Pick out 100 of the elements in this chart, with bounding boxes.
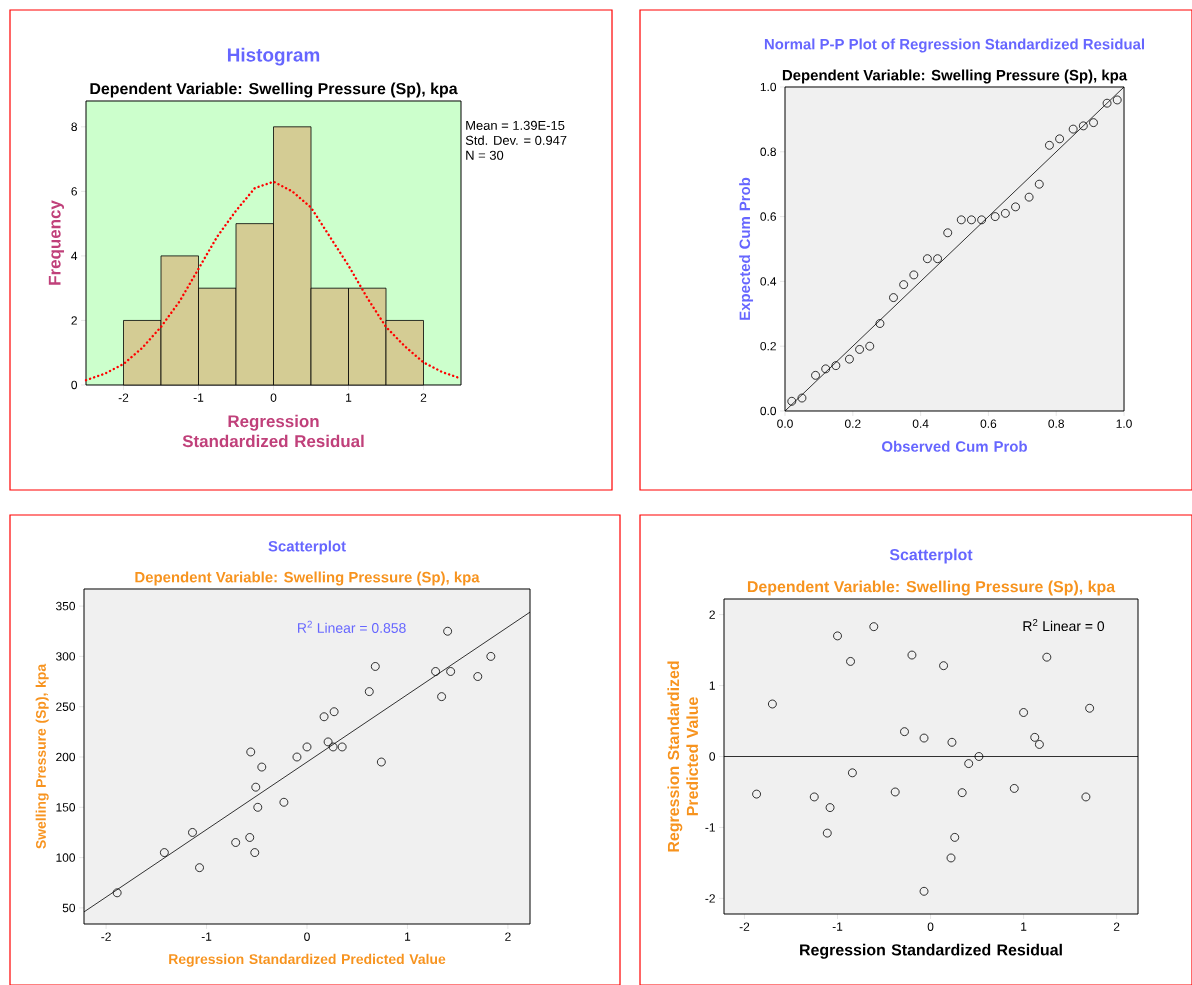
point [279, 797, 289, 807]
point [890, 787, 900, 797]
point [231, 838, 241, 847]
point [1009, 784, 1019, 793]
point [855, 345, 864, 354]
point [939, 661, 948, 671]
x-tick-label: 0.2 [844, 419, 861, 428]
point [821, 364, 831, 374]
y-tick-label: 150 [56, 803, 76, 812]
point [195, 863, 204, 873]
point [1089, 118, 1098, 128]
point [328, 742, 338, 752]
point [443, 626, 453, 636]
point [907, 650, 917, 660]
point [1034, 179, 1044, 189]
point [473, 672, 483, 681]
x-tick-label: -2 [101, 932, 111, 941]
y-tick-label: 1 [709, 681, 715, 690]
point [486, 652, 496, 661]
point [376, 757, 386, 767]
point [957, 788, 967, 798]
text: Std. Dev. = 0.947 [465, 135, 567, 145]
y-tick-label: 6 [71, 187, 77, 196]
x-tick-label: -1 [201, 932, 212, 941]
y-tick-label: 350 [56, 601, 76, 611]
point [809, 792, 819, 802]
y-tick-label: 0.6 [760, 212, 776, 221]
point [950, 832, 960, 842]
x-tick-label: 0 [304, 932, 310, 941]
chart-subtitle: Dependent Variable: Swelling Pressure (Sp), kpa [782, 69, 1128, 84]
y-tick-label: 1.0 [760, 82, 777, 92]
point [319, 712, 329, 722]
point [899, 280, 909, 290]
y-tick-label: 200 [56, 752, 76, 762]
point [1078, 121, 1088, 131]
chart-title: Scatterplot [889, 548, 973, 564]
annotation: R$^{2}$ Linear = 0 [1023, 618, 1105, 632]
x-tick-label: -1 [193, 393, 204, 402]
y-tick-label: 100 [56, 853, 76, 862]
point [437, 692, 446, 702]
point [900, 727, 909, 737]
chart-subtitle: Dependent Variable: Swelling Pressure (Sp), kpa [747, 580, 1116, 596]
point [956, 215, 966, 225]
point [846, 657, 855, 666]
point [1112, 95, 1122, 105]
point [865, 341, 875, 351]
x-tick-label: 1 [405, 932, 411, 941]
x-tick-label: 1 [346, 393, 352, 402]
point [159, 848, 169, 857]
point [1085, 703, 1095, 713]
point [768, 699, 777, 709]
point [188, 828, 197, 837]
point [1035, 740, 1044, 749]
point [1102, 98, 1112, 108]
point [943, 228, 953, 238]
y-tick-label: 0.4 [760, 277, 777, 286]
y-tick-label: -1 [705, 823, 715, 832]
point [787, 396, 797, 406]
y-tick-label: 50 [62, 903, 76, 913]
point [323, 737, 333, 747]
y-tick-label: 0.0 [760, 406, 777, 416]
x-axis-title: Regression Standardized Residual [182, 414, 364, 448]
x-tick-label: 2 [420, 393, 427, 402]
point [990, 212, 1000, 221]
point [292, 752, 302, 762]
point [329, 707, 339, 717]
y-tick-label: 2 [71, 316, 77, 325]
x-tick-label: -2 [118, 393, 129, 402]
point [919, 886, 929, 896]
point [446, 667, 456, 676]
point [364, 687, 374, 696]
x-tick-label: 0.4 [912, 419, 929, 428]
point [947, 737, 957, 747]
point [909, 270, 919, 280]
y-tick-label: 250 [56, 702, 76, 711]
chart-title: Scatterplot [268, 540, 346, 555]
point [822, 828, 832, 838]
y-tick-label: 2 [709, 610, 715, 619]
point [1045, 140, 1054, 150]
point [246, 747, 256, 757]
y-tick-label: -2 [705, 894, 715, 903]
point [1068, 124, 1078, 134]
x-tick-label: 0 [927, 922, 934, 931]
x-tick-label: 0.6 [980, 419, 997, 428]
chart-subtitle: Dependent Variable: Swelling Pressure (Sp), kpa [90, 82, 458, 98]
point [245, 833, 255, 842]
point [977, 215, 987, 225]
x-tick-label: 1 [1021, 922, 1027, 931]
point [797, 393, 807, 403]
point [919, 733, 929, 743]
point [933, 254, 942, 264]
chart-title: Normal P-P Plot of Regression Standardized Residual [764, 38, 1145, 53]
y-tick-label: 300 [56, 652, 76, 661]
y-axis-title: Swelling Pressure (Sp), kpa [35, 663, 49, 849]
y-tick-label: 0 [71, 380, 78, 390]
chart-title: Histogram [227, 47, 320, 66]
point [1024, 192, 1034, 202]
point [923, 254, 932, 264]
point [251, 782, 261, 792]
x-axis-title: Regression Standardized Predicted Value [169, 953, 446, 967]
